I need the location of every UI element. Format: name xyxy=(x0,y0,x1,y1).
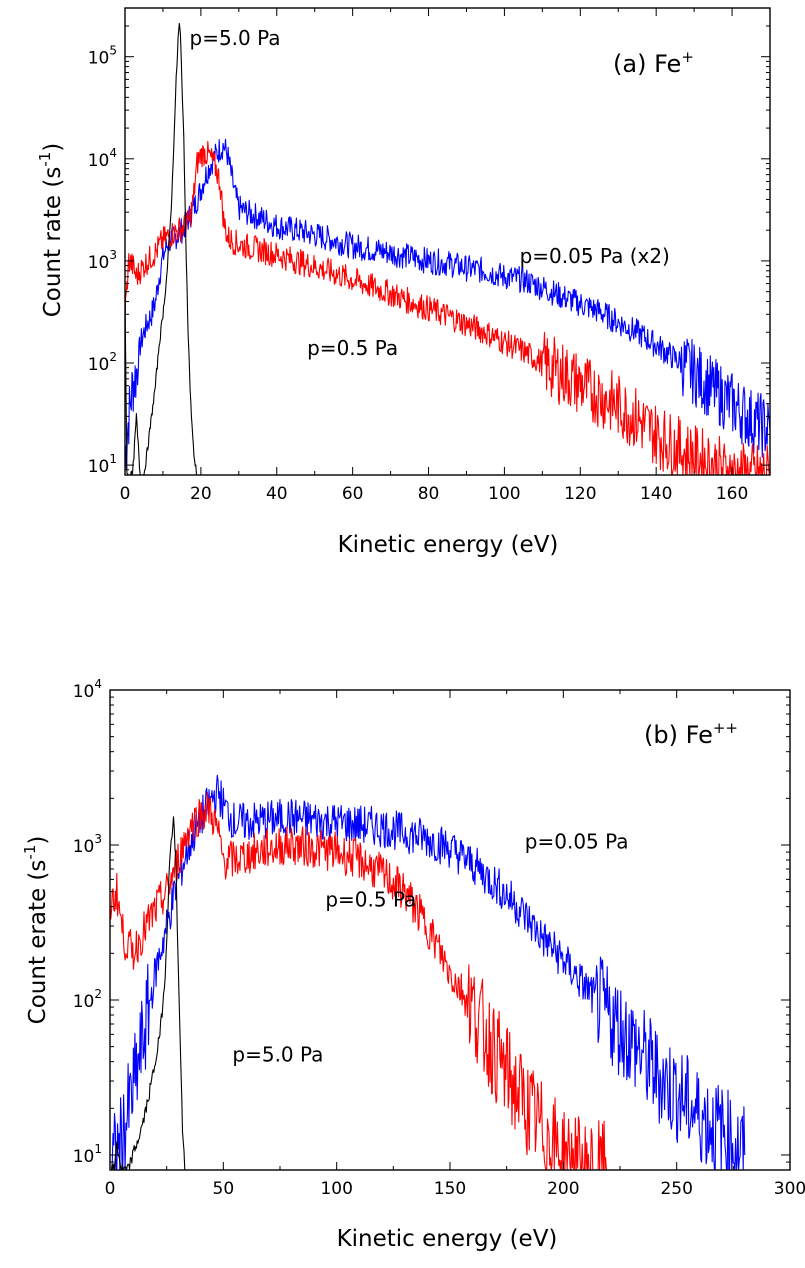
series-line-1 xyxy=(125,140,770,475)
x-tick-label: 50 xyxy=(213,1179,235,1199)
series-line-1 xyxy=(110,792,609,1170)
y-tick-label: 105 xyxy=(88,44,117,69)
y-tick-label: 101 xyxy=(73,1142,102,1167)
series-line-0 xyxy=(110,774,746,1170)
series-line-0 xyxy=(125,138,770,470)
series-annotation: p=0.5 Pa xyxy=(307,336,398,360)
x-tick-label: 20 xyxy=(190,484,212,504)
x-tick-label: 160 xyxy=(716,484,748,504)
x-tick-label: 150 xyxy=(434,1179,466,1199)
y-tick-label: 101 xyxy=(88,452,117,477)
y-tick-label: 102 xyxy=(73,987,102,1012)
series-annotation: p=0.05 Pa xyxy=(525,829,629,853)
panel-label-a: (a) Fe+ xyxy=(613,48,694,78)
y-tick-label: 103 xyxy=(88,248,117,273)
panel-label-b: (b) Fe++ xyxy=(644,719,738,749)
plot-area-a: 0 20 40 60 80 100 120 140 160 101 102 103 104 105 p=5.… xyxy=(88,7,771,504)
x-axis-title-b: Kinetic energy (eV) xyxy=(337,1226,558,1252)
x-tick-label: 80 xyxy=(418,484,440,504)
series-annotation: p=5.0 Pa xyxy=(190,26,281,50)
x-tick-label: 0 xyxy=(105,1179,116,1199)
x-axis-title-a: Kinetic energy (eV) xyxy=(338,532,559,558)
x-tick-label: 100 xyxy=(320,1179,352,1199)
series-group xyxy=(125,22,770,475)
x-tick-label: 0 xyxy=(120,484,131,504)
x-tick-label: 300 xyxy=(774,1179,805,1199)
y-axis-title-a: Count rate (s-1) xyxy=(36,143,66,318)
y-tick-label: 104 xyxy=(88,146,117,171)
plot-area-b: 0 50 100 150 200 250 300 101 102 103 104 p=0.05 Pa p… xyxy=(73,677,805,1199)
x-tick-label: 120 xyxy=(564,484,596,504)
y-tick-label: 102 xyxy=(88,350,117,375)
chart-panel-b: 0 50 100 150 200 250 300 101 102 103 104 p=0.05 Pa p… xyxy=(21,677,805,1252)
x-tick-label: 40 xyxy=(266,484,288,504)
axes-frame xyxy=(124,7,771,476)
series-line-2 xyxy=(125,22,198,475)
y-tick-label: 104 xyxy=(73,677,102,702)
y-axis-title-b: Count erate (s-1) xyxy=(21,836,51,1025)
chart-panel-a: 0 20 40 60 80 100 120 140 160 101 102 103 104 105 p=5.… xyxy=(36,7,771,558)
y-tick-label: 103 xyxy=(73,832,102,857)
x-tick-label: 140 xyxy=(640,484,672,504)
x-tick-label: 60 xyxy=(342,484,364,504)
series-annotation: p=5.0 Pa xyxy=(232,1043,323,1067)
x-tick-label: 100 xyxy=(488,484,520,504)
series-annotation: p=0.5 Pa xyxy=(325,888,416,912)
series-group xyxy=(110,774,746,1170)
series-line-2 xyxy=(110,816,186,1170)
x-tick-label: 200 xyxy=(547,1179,579,1199)
x-tick-label: 250 xyxy=(660,1179,692,1199)
series-annotation: p=0.05 Pa (x2) xyxy=(520,244,670,268)
